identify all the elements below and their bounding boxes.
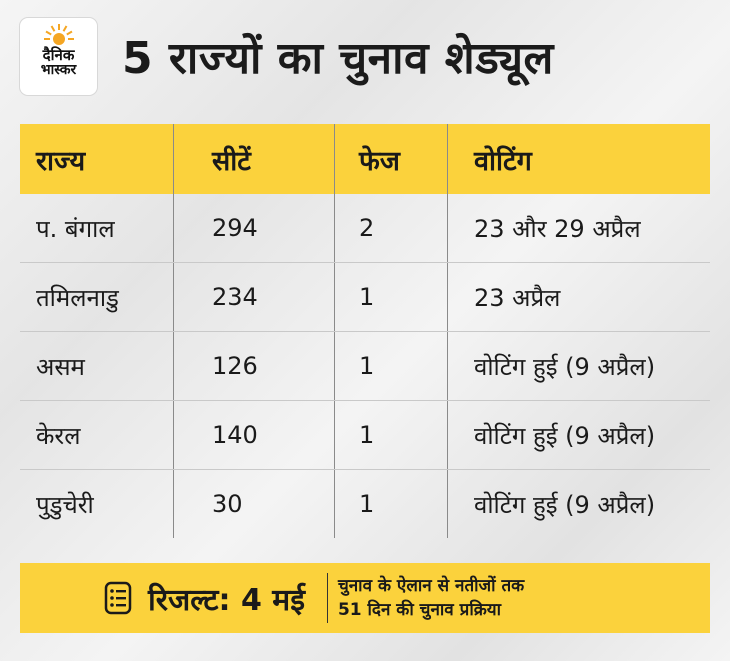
header-phase: फेज (334, 124, 447, 194)
process-note-line-1: चुनाव के ऐलान से नतीजों तक (337, 576, 525, 596)
cell-phase: 2 (334, 194, 447, 262)
cell-phase: 1 (334, 470, 447, 538)
logo-line-2: भास्कर (40, 62, 77, 78)
cell-state: तमिलनाडु (36, 283, 119, 312)
list-icon (104, 581, 132, 615)
table-row: केरल 140 1 वोटिंग हुई (9 अप्रैल) (20, 401, 710, 470)
result-date: रिजल्ट: 4 मई (148, 582, 305, 618)
cell-phase: 1 (334, 401, 447, 469)
cell-voting: वोटिंग हुई (9 अप्रैल) (447, 332, 710, 400)
brand-logo: दैनिक भास्कर (20, 18, 97, 95)
cell-seats: 126 (173, 332, 334, 400)
page-title: 5 राज्यों का चुनाव शेड्यूल (122, 33, 554, 84)
table-row: तमिलनाडु 234 1 23 अप्रैल (20, 263, 710, 332)
table-row: प. बंगाल 294 2 23 और 29 अप्रैल (20, 194, 710, 263)
cell-seats: 140 (173, 401, 334, 469)
cell-state: केरल (36, 421, 81, 450)
schedule-table: राज्य सीटें फेज वोटिंग प. बंगाल 294 2 23… (20, 124, 710, 538)
cell-voting: वोटिंग हुई (9 अप्रैल) (447, 401, 710, 469)
header-seats: सीटें (173, 124, 334, 194)
logo-line-1: दैनिक (42, 46, 75, 64)
table-header: राज्य सीटें फेज वोटिंग (20, 124, 710, 194)
table-row: असम 126 1 वोटिंग हुई (9 अप्रैल) (20, 332, 710, 401)
sun-icon (43, 24, 74, 45)
header-state: राज्य (36, 145, 86, 177)
cell-voting: 23 अप्रैल (447, 263, 710, 331)
divider (326, 573, 328, 623)
process-note: चुनाव के ऐलान से नतीजों तक 51 दिन की चुन… (338, 574, 524, 622)
cell-voting: 23 और 29 अप्रैल (447, 194, 710, 262)
cell-voting: वोटिंग हुई (9 अप्रैल) (447, 470, 710, 538)
header-voting: वोटिंग (447, 124, 710, 194)
cell-state: असम (36, 352, 85, 381)
cell-seats: 294 (173, 194, 334, 262)
process-note-line-2: 51 दिन की चुनाव प्रक्रिया (337, 600, 502, 620)
cell-seats: 30 (173, 470, 334, 538)
cell-state: पुडुचेरी (36, 490, 94, 519)
cell-phase: 1 (334, 263, 447, 331)
table-row: पुडुचेरी 30 1 वोटिंग हुई (9 अप्रैल) (20, 470, 710, 538)
cell-state: प. बंगाल (36, 214, 115, 243)
result-banner: रिजल्ट: 4 मई चुनाव के ऐलान से नतीजों तक … (20, 563, 710, 633)
cell-phase: 1 (334, 332, 447, 400)
cell-seats: 234 (173, 263, 334, 331)
